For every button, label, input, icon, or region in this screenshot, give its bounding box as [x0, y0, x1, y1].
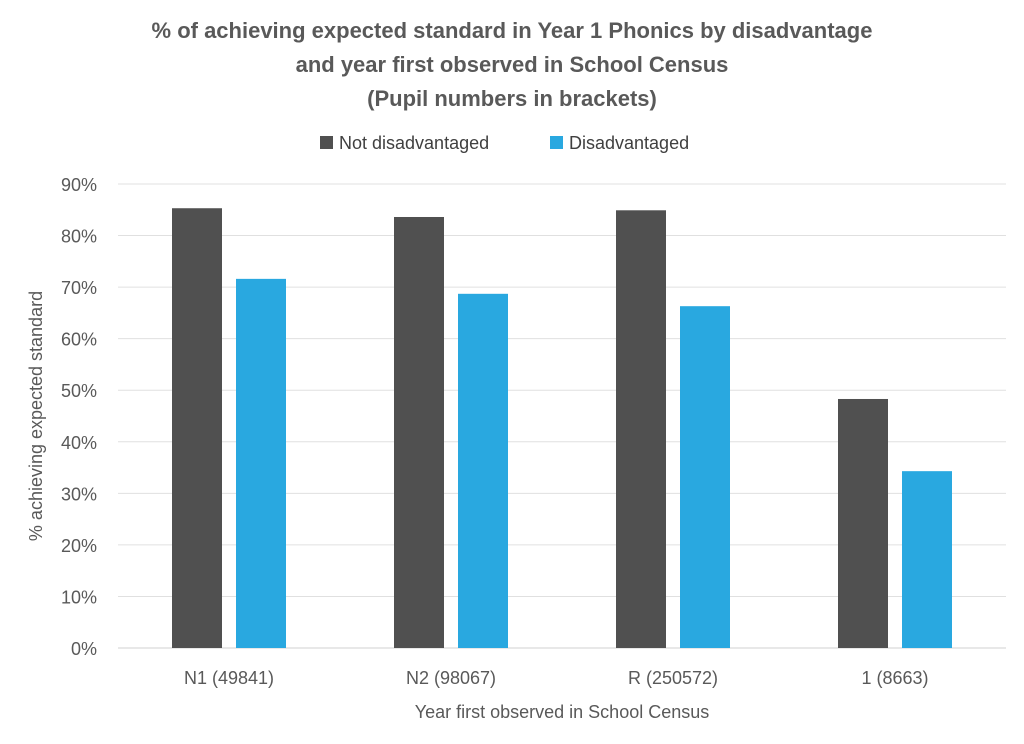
y-tick-label: 40%: [61, 433, 97, 453]
bar-not-disadvantaged: [616, 210, 666, 648]
chart-title: % of achieving expected standard in Year…: [152, 18, 873, 111]
y-tick-label: 50%: [61, 381, 97, 401]
y-axis-ticks: 0% 10% 20% 30% 40% 50% 60% 70% 80% 90%: [61, 175, 97, 659]
x-tick-label: N1 (49841): [184, 668, 274, 688]
y-tick-label: 60%: [61, 330, 97, 350]
bar-not-disadvantaged: [172, 208, 222, 648]
x-axis-ticks: N1 (49841) N2 (98067) R (250572) 1 (8663): [184, 668, 929, 688]
title-line-1: % of achieving expected standard in Year…: [152, 18, 873, 43]
bar-disadvantaged: [902, 471, 952, 648]
y-tick-label: 90%: [61, 175, 97, 195]
bar-disadvantaged: [458, 293, 508, 648]
y-tick-label: 20%: [61, 536, 97, 556]
y-tick-label: 30%: [61, 484, 97, 504]
x-tick-label: R (250572): [628, 668, 718, 688]
title-line-3: (Pupil numbers in brackets): [367, 86, 657, 111]
y-tick-label: 10%: [61, 587, 97, 607]
y-tick-label: 70%: [61, 278, 97, 298]
x-axis-label: Year first observed in School Census: [415, 702, 710, 722]
legend-swatch-disadvantaged: [550, 136, 563, 149]
legend-label-not-disadvantaged: Not disadvantaged: [339, 133, 489, 153]
bar-disadvantaged: [680, 306, 730, 648]
legend: Not disadvantaged Disadvantaged: [320, 133, 689, 153]
legend-label-disadvantaged: Disadvantaged: [569, 133, 689, 153]
x-tick-label: 1 (8663): [861, 668, 928, 688]
legend-swatch-not-disadvantaged: [320, 136, 333, 149]
title-line-2: and year first observed in School Census: [296, 52, 729, 77]
bar-disadvantaged: [236, 278, 286, 648]
bar-not-disadvantaged: [394, 216, 444, 649]
y-axis-label: % achieving expected standard: [26, 291, 46, 541]
bar-not-disadvantaged: [838, 398, 888, 648]
bars: [172, 208, 952, 649]
x-tick-label: N2 (98067): [406, 668, 496, 688]
y-tick-label: 80%: [61, 227, 97, 247]
y-tick-label: 0%: [71, 639, 97, 659]
